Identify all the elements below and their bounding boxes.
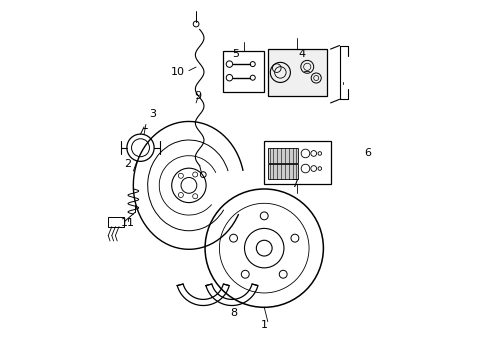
Bar	[108, 217, 124, 226]
Text: 3: 3	[149, 109, 156, 119]
Bar	[267, 49, 326, 96]
Text: 10: 10	[171, 67, 185, 77]
Text: 7: 7	[290, 179, 298, 189]
Text: 4: 4	[298, 49, 305, 59]
Text: 1: 1	[260, 320, 267, 330]
Text: 6: 6	[364, 148, 371, 158]
Bar	[267, 165, 298, 179]
Text: 2: 2	[124, 159, 131, 169]
Bar	[267, 148, 298, 163]
Text: 8: 8	[230, 308, 237, 318]
Bar	[223, 51, 264, 92]
Text: 11: 11	[121, 218, 135, 228]
Polygon shape	[267, 148, 298, 163]
Bar	[264, 140, 330, 184]
Text: 5: 5	[232, 49, 239, 59]
Text: 9: 9	[194, 91, 201, 101]
Polygon shape	[267, 165, 298, 179]
